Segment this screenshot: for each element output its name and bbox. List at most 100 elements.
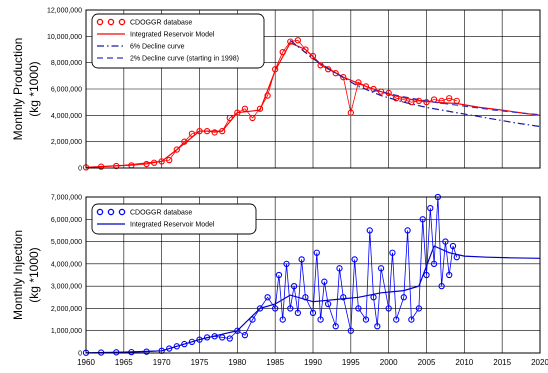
data-point — [181, 340, 188, 348]
legend-box — [91, 13, 265, 69]
data-point — [324, 300, 332, 308]
y-tick-label: 0 — [78, 351, 82, 358]
x-tick-label: 2020 — [531, 358, 548, 367]
data-point — [415, 305, 423, 312]
data-point — [166, 156, 173, 164]
data-point — [290, 282, 298, 290]
data-point — [427, 204, 434, 212]
data-point — [211, 129, 218, 136]
plot-frame — [85, 196, 541, 354]
plot-frame — [85, 9, 541, 169]
data-point — [449, 242, 457, 250]
legend-label: Integrated Reservoir Model — [130, 32, 215, 39]
data-point — [166, 345, 173, 352]
data-point — [294, 37, 302, 44]
data-point — [287, 38, 294, 45]
data-point — [317, 316, 324, 323]
data-point — [249, 316, 256, 323]
legend-label: 2% Decline curve (starting in 1998) — [130, 56, 239, 63]
injection-panel: 0 1,000,000 2,000,000 3,000,000 4,000,000 5,0… — [11, 193, 548, 367]
x-tick-label: 1980 — [228, 358, 246, 367]
x-tick-label: 1970 — [153, 358, 171, 367]
x-tick-label: 1990 — [304, 358, 322, 367]
y-axis-label: (kg *1000) — [27, 247, 41, 302]
x-tick-label: 2000 — [380, 358, 398, 367]
data-point — [173, 146, 180, 153]
data-point — [287, 305, 294, 312]
y-tick-label: 0 — [78, 166, 82, 173]
data-point — [355, 305, 362, 312]
y-tick-label: 6,000,000 — [51, 87, 82, 94]
data-point — [143, 160, 150, 168]
y-tick-label: 12,000,000 — [47, 8, 82, 15]
data-point — [336, 265, 343, 272]
y-tick-label: 2,000,000 — [51, 139, 82, 146]
legend-marker — [107, 18, 115, 26]
data-point — [226, 335, 233, 342]
data-point — [370, 85, 377, 93]
data-point — [294, 309, 302, 317]
data-point — [188, 338, 196, 346]
data-point — [389, 249, 396, 256]
series-line — [85, 42, 541, 168]
data-point — [272, 305, 279, 312]
y-tick-label: 5,000,000 — [51, 239, 82, 246]
x-tick-label: 2005 — [418, 358, 436, 367]
data-point — [438, 97, 445, 104]
production-panel: 0 2,000,000 4,000,000 6,000,000 8,000,000 10,… — [11, 8, 541, 173]
data-point — [385, 305, 392, 312]
data-point — [442, 238, 449, 245]
data-point — [332, 70, 339, 77]
legend: CDOGGR database Integrated Reservoir Mode… — [91, 13, 265, 69]
series-line — [85, 245, 541, 354]
data-point — [377, 265, 385, 272]
data-point — [446, 95, 453, 102]
data-point — [196, 336, 203, 343]
data-point — [374, 323, 381, 330]
y-tick-label: 6,000,000 — [51, 217, 82, 224]
legend-marker — [118, 208, 126, 216]
data-point — [332, 323, 339, 330]
x-tick-label: 1965 — [115, 358, 133, 367]
data-point — [309, 309, 317, 317]
data-point — [408, 316, 415, 323]
legend-marker — [107, 208, 115, 216]
data-point — [340, 74, 347, 81]
legend-label: Integrated Reservoir Model — [130, 222, 215, 229]
data-point — [313, 249, 320, 256]
data-point — [423, 271, 430, 279]
data-point — [430, 260, 438, 268]
legend-marker — [96, 208, 104, 216]
y-tick-label: 4,000,000 — [51, 261, 82, 268]
data-point — [264, 294, 271, 301]
legend: CDOGGR database Integrated Reservoir Mode… — [91, 203, 257, 235]
data-point — [298, 256, 305, 263]
data-point — [404, 227, 411, 234]
x-tick-label: 1975 — [191, 358, 209, 367]
data-point — [419, 216, 426, 223]
y-tick-label: 1,000,000 — [51, 328, 82, 335]
series-line — [373, 89, 541, 116]
y-tick-label: 4,000,000 — [51, 113, 82, 120]
data-point — [249, 114, 256, 122]
x-tick-label: 2010 — [455, 358, 473, 367]
y-tick-label: 2,000,000 — [51, 306, 82, 313]
data-point — [446, 271, 453, 279]
data-point — [362, 316, 370, 323]
y-axis-label: (kg *1000) — [27, 61, 41, 116]
legend-label: CDOGGR database — [130, 210, 192, 217]
y-tick-label: 7,000,000 — [51, 195, 82, 202]
y-axis-label: Monthly Production — [11, 38, 25, 141]
legend-label: 6% Decline curve — [130, 44, 185, 51]
y-tick-label: 8,000,000 — [51, 60, 82, 67]
data-point — [366, 227, 373, 234]
data-point — [347, 109, 354, 116]
x-tick-label: 1985 — [266, 358, 284, 367]
data-point — [400, 294, 407, 301]
series-connector — [85, 39, 457, 168]
legend-label: CDOGGR database — [130, 20, 192, 27]
data-point — [188, 130, 196, 137]
data-point — [256, 305, 264, 312]
x-tick-label: 1960 — [77, 358, 95, 367]
